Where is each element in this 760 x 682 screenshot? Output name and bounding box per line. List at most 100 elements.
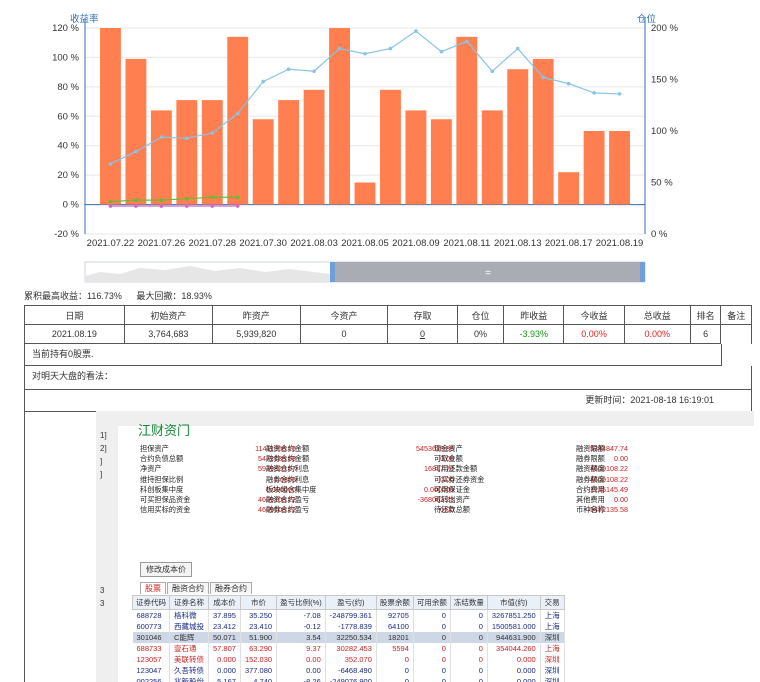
market-view: 对明天大盘的看法： <box>24 366 752 390</box>
series-point <box>159 135 164 139</box>
grid-cell: 002256 <box>132 676 170 682</box>
grid-cell: 0.000 <box>487 676 541 682</box>
grid-column-header[interactable]: 股票余额 <box>375 595 414 610</box>
left-tick-label: 80 % <box>57 82 79 93</box>
account-field: 科创板集中度 <box>140 484 184 494</box>
grid-column-header[interactable]: 交易 <box>539 595 565 610</box>
account-field: 信用买标的资金 <box>140 505 191 515</box>
account-field: 合约负债总额 <box>140 454 184 464</box>
grid-column-header[interactable]: 盈亏比例(%) <box>276 595 326 610</box>
series-point <box>159 198 164 202</box>
grid-column-header[interactable]: 市价 <box>239 595 278 610</box>
grid-cell: 5594 <box>376 643 414 654</box>
left-tick-label: 100 % <box>52 52 79 63</box>
grid-cell: 9.37 <box>276 643 326 654</box>
grid-row[interactable]: 688728 格科微 37.895 35.250 -7.08 -248799.361 927… <box>132 609 565 621</box>
account-field: 可取金额 <box>434 454 463 464</box>
account-field: 5344847.74 <box>590 444 628 453</box>
bar <box>100 28 121 205</box>
account-field: 2.0855 <box>274 474 296 484</box>
x-tick-label: 2021.07.26 <box>138 238 186 249</box>
bar <box>405 110 427 205</box>
modify-cost-button[interactable]: 修改成本价 <box>140 562 192 577</box>
grid-cell: 3.54 <box>276 632 326 643</box>
account-field: 币种名称 <box>576 505 605 515</box>
account-field: 维持担保比例 <box>140 474 184 484</box>
grid-row[interactable]: 123057 美联转债 0.000 152.030 0.00 352.070 0 0 0 0.00… <box>132 654 565 665</box>
bar <box>583 131 605 205</box>
max-return: 累积最高收益：116.73% <box>24 291 122 301</box>
return-chart-svg: 收益率 仓位 120 %100 %80 %60 %40 %20 %0 %-20 … <box>52 13 678 283</box>
grid-row[interactable]: 123047 久吾转债 0.000 377.080 0.00 -6468.490 0 0 0 0.… <box>132 665 565 676</box>
series-point <box>541 75 545 80</box>
grid-cell: 0 <box>450 643 488 654</box>
series-point <box>286 67 291 71</box>
grid-row[interactable]: 301046 C能辉 50.071 51.900 3.54 32250.534 18201 0… <box>132 632 565 643</box>
tab-stocks[interactable]: 股票 <box>140 582 166 594</box>
series-point <box>592 91 596 95</box>
account-field: 4609108.22 <box>590 474 628 484</box>
account-field: 5453628.85 <box>416 444 454 453</box>
account-field: 0.00 <box>614 495 628 504</box>
grid-cell: 格科微 <box>169 609 209 621</box>
account-field: 0.000000 <box>424 484 454 494</box>
bar <box>430 119 452 205</box>
account-field: 融资限额 <box>576 444 605 453</box>
grid-cell: 0.000 <box>208 665 241 676</box>
grid-cell: 0 <box>450 676 488 682</box>
grid-cell: -8.26 <box>276 676 326 682</box>
tab-margin-contracts[interactable]: 融资合约 <box>167 582 209 594</box>
account-field: 融资合约利息 <box>266 464 310 474</box>
grid-row[interactable]: 600773 西藏城投 23.412 23.410 -0.12 -1778.839 6410… <box>132 621 565 632</box>
grid-column-header[interactable]: 盈亏(约) <box>324 595 377 610</box>
series-point <box>515 46 520 51</box>
th-position: 仓位 <box>456 305 505 325</box>
cell-treturn: 0.00% <box>563 324 625 344</box>
grid-cell: 688733 <box>132 643 170 654</box>
series-point <box>312 69 316 74</box>
grid-cell: 0 <box>413 676 451 682</box>
bar <box>227 36 249 205</box>
grid-cell: 深圳 <box>540 665 565 676</box>
left-marker: ] <box>100 457 103 466</box>
cell-today: 0 <box>299 324 389 344</box>
grid-row[interactable]: 688733 壹石通 57.807 63.290 9.37 30282.453 5594 0 0… <box>132 643 565 654</box>
bar <box>481 110 503 205</box>
account-field: 可转出资产 <box>434 495 470 504</box>
grid-column-header[interactable]: 市值(约) <box>486 595 541 610</box>
grid-column-header[interactable]: 成本价 <box>208 595 241 610</box>
grid-cell: 51.900 <box>240 632 278 643</box>
left-tick-label: 120 % <box>52 23 79 34</box>
grid-column-header[interactable]: 证券代码 <box>132 595 170 610</box>
bar <box>329 28 350 205</box>
account-field: 融资合约盈亏 <box>266 495 310 504</box>
screenshot-left-strip: 1] 2] ] ] 3 3 <box>96 411 118 682</box>
grid-cell: 32250.534 <box>325 632 377 643</box>
account-field: 0.000000 <box>266 484 296 494</box>
trading-screenshot: 1] 2] ] ] 3 3 江财资门 担保资产 11411956.15 融资合约金额… <box>96 411 754 682</box>
cell-total: 0.00% <box>623 324 691 344</box>
left-marker: 1] <box>100 431 107 440</box>
series-point <box>363 51 367 56</box>
account-field: 4609108.22 <box>258 505 296 515</box>
series-point <box>185 196 189 201</box>
tab-short-contracts[interactable]: 融券合约 <box>210 582 252 594</box>
grid-cell: 0 <box>450 632 488 643</box>
account-field: -1215145.49 <box>587 484 628 494</box>
grid-cell: 0 <box>376 676 414 682</box>
grid-cell: 0 <box>413 665 451 676</box>
cell-yesterday: 5,939,820 <box>211 324 301 344</box>
grid-column-header[interactable]: 可用余额 <box>412 595 451 610</box>
th-yreturn: 昨收益 <box>503 305 565 325</box>
account-field: 融资合约金额 <box>266 444 310 453</box>
deposit-link[interactable]: 0 <box>387 324 458 344</box>
series-point <box>134 204 138 208</box>
th-total: 总收益 <box>623 305 691 325</box>
grid-cell: 600773 <box>132 621 170 632</box>
grid-cell: 上海 <box>540 609 565 621</box>
series-point <box>159 204 164 208</box>
grid-column-header[interactable]: 证券名称 <box>169 595 209 610</box>
grid-row[interactable]: 002256 兆新股份 5.167 4.740 -8.26 -249076.900 0 0 0 0… <box>132 676 565 682</box>
grid-column-header[interactable]: 冻结数量 <box>449 595 488 610</box>
account-field: 0.00 <box>440 454 454 464</box>
